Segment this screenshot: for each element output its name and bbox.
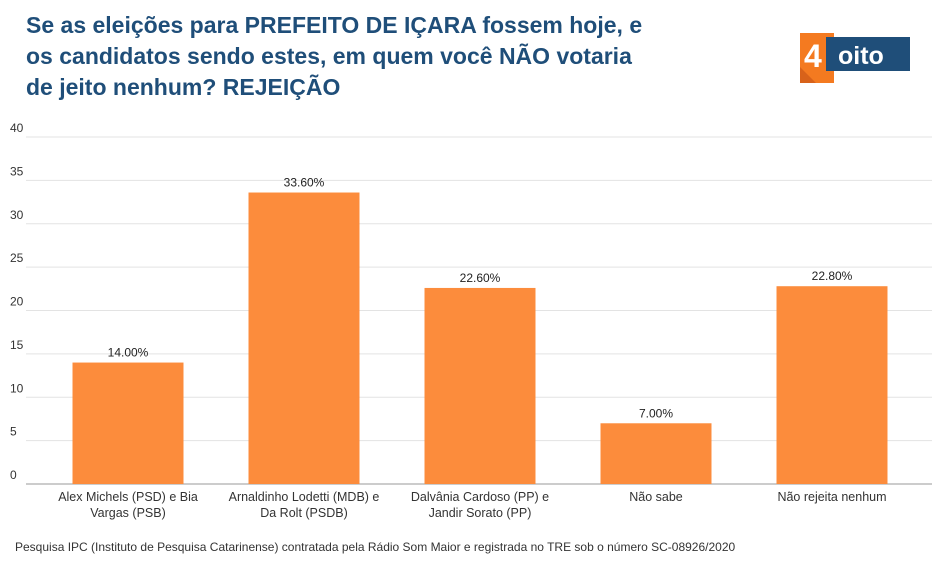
bar-value-label: 14.00% [108,346,149,360]
logo-number: 4 [804,38,822,74]
y-tick-label: 25 [10,251,24,265]
x-category-label: Dalvânia Cardoso (PP) e [411,490,549,504]
bar [72,362,184,484]
logo-word: oito [838,42,884,70]
chart-title-line: Se as eleições para PREFEITO DE IÇARA fo… [26,12,643,38]
source-note: Pesquisa IPC (Instituto de Pesquisa Cata… [15,540,736,554]
bar-value-label: 7.00% [639,406,673,420]
bar-value-label: 22.80% [812,269,853,283]
x-category-label: Não sabe [629,490,683,504]
y-tick-label: 0 [10,468,17,482]
y-tick-label: 15 [10,338,24,352]
bar-value-label: 22.60% [460,271,501,285]
y-tick-label: 5 [10,425,17,439]
y-tick-label: 35 [10,164,24,178]
bar [776,286,888,484]
bar-value-label: 33.60% [284,176,325,190]
chart-title-line: os candidatos sendo estes, em quem você … [26,43,632,69]
x-category-label: Vargas (PSB) [90,506,166,520]
y-tick-label: 10 [10,381,24,395]
x-category-label: Alex Michels (PSD) e Bia [58,490,198,504]
chart-title-line: de jeito nenhum? REJEIÇÃO [26,74,341,100]
x-category-label: Jandir Sorato (PP) [429,506,532,520]
chart-title: Se as eleições para PREFEITO DE IÇARA fo… [26,10,726,103]
bar [600,423,712,484]
brand-logo: 4 oito [800,33,910,83]
bar [248,192,360,484]
logo-brand-block [826,37,910,71]
x-category-label: Não rejeita nenhum [777,490,886,504]
y-tick-label: 30 [10,208,24,222]
x-category-label: Arnaldinho Lodetti (MDB) e [229,490,380,504]
bar-chart: 0 5 10 15 20 25 30 35 40 14.00% Alex Michels (PSD… [10,121,932,520]
x-category-label: Da Rolt (PSDB) [260,506,348,520]
logo-accent-tail [800,67,816,83]
y-tick-label: 40 [10,121,24,135]
y-tick-label: 20 [10,295,24,309]
bar [424,287,536,484]
